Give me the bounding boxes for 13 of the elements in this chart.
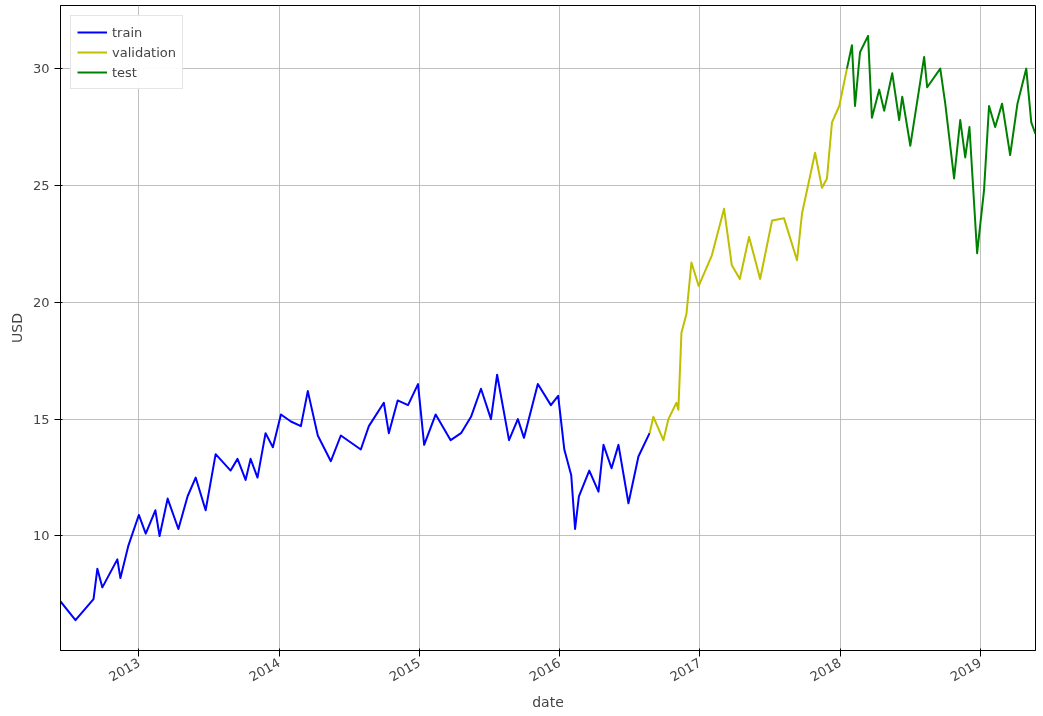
x-axis-title: date: [532, 693, 564, 710]
line-series: [60, 373, 651, 622]
y-tick-label: 20: [32, 294, 50, 310]
legend-label: validation: [112, 44, 177, 60]
line-series: [845, 34, 1036, 255]
legend-label: test: [112, 64, 137, 80]
y-tick-label: 10: [32, 528, 50, 544]
y-axis-title: USD: [8, 313, 25, 343]
y-tick-label: 25: [32, 177, 50, 193]
y-tick-label: 30: [32, 61, 50, 77]
legend-label: train: [112, 24, 143, 40]
y-tick-label: 15: [32, 411, 50, 427]
line-series: [648, 67, 848, 442]
